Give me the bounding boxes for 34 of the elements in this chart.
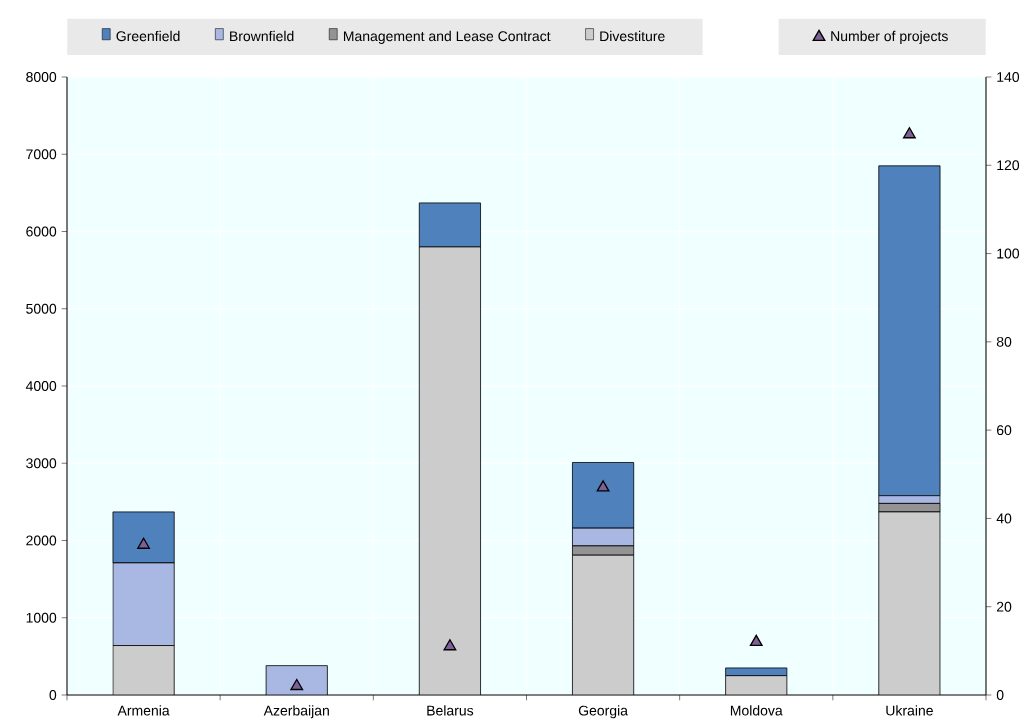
x-tick-label: Georgia [578, 705, 628, 719]
x-tick-label: Armenia [117, 705, 170, 716]
y2-tick-label: 20 [996, 601, 1012, 612]
point [596, 480, 610, 492]
point [290, 678, 304, 691]
x-tick-label: Azerbaijan [263, 705, 329, 719]
legend-label: Number of projects [831, 30, 948, 44]
y-tick-label: 7000 [26, 149, 57, 160]
y-tick-label: 5000 [26, 303, 57, 314]
x-tick-label: Moldova [730, 705, 783, 716]
y2-tick-label: 0 [996, 690, 1004, 700]
y-tick-label: 8000 [26, 72, 57, 82]
x-tick-label: Belarus [427, 705, 474, 716]
y-tick-label: 1000 [26, 612, 57, 623]
y2-tick-label: 60 [996, 425, 1012, 436]
y2-tick-label: 40 [996, 513, 1012, 524]
point [137, 537, 151, 549]
legend-label: Divestiture [600, 30, 665, 42]
y-tick-label: 4000 [25, 381, 57, 391]
y-tick-label: 3000 [26, 458, 57, 469]
point [749, 634, 763, 647]
legend-label: Management and Lease Contract [343, 30, 551, 44]
y2-tick-label: 140 [997, 72, 1020, 82]
point [443, 639, 457, 651]
y2-tick-label: 100 [997, 248, 1020, 259]
y-tick-label: 2000 [26, 535, 57, 546]
y-tick-label: 6000 [26, 226, 57, 237]
y-tick-label: 0 [49, 690, 57, 700]
y2-tick-label: 120 [997, 160, 1020, 171]
legend-label: Brownfield [230, 30, 294, 42]
y2-tick-label: 80 [996, 336, 1012, 347]
point [902, 127, 916, 139]
x-tick-label: Ukraine [886, 705, 933, 716]
legend-label: Greenfield [116, 30, 180, 42]
